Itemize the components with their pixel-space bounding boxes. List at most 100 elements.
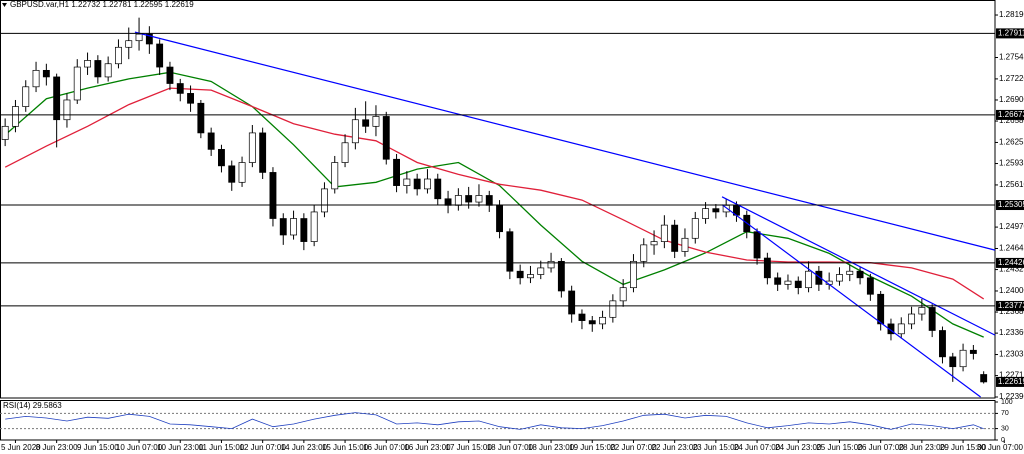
x-tick-label: 26 Jun 07:00 xyxy=(858,443,905,452)
candle-body xyxy=(908,313,916,325)
candle-body xyxy=(362,119,370,127)
candle-body xyxy=(516,270,524,279)
chart-title: GBPUSD.var,H1 1.22732 1.22781 1.22595 1.… xyxy=(10,0,194,9)
candle-body xyxy=(609,300,617,318)
x-tick-label: 30 Jun 07:00 xyxy=(977,443,1024,452)
level-label-box xyxy=(996,28,1024,39)
candle-body xyxy=(702,208,710,219)
rsi-tick-label: 100 xyxy=(1001,399,1013,406)
candle-body xyxy=(382,116,390,160)
candle-body xyxy=(53,76,61,121)
candle-body xyxy=(815,270,823,285)
y-tick-label: 1.23360 xyxy=(999,328,1024,337)
candle-body xyxy=(928,307,936,331)
candle-body xyxy=(434,178,442,200)
candle-body xyxy=(238,162,246,183)
candle-body xyxy=(63,99,71,121)
candle-body xyxy=(73,66,81,101)
rsi-tick-label: 70 xyxy=(1001,410,1009,417)
candle-body xyxy=(104,63,112,78)
level-label: 1.23773 xyxy=(998,301,1024,310)
candle-body xyxy=(619,287,627,302)
candle-body xyxy=(918,307,926,315)
candle-body xyxy=(897,323,905,335)
candle-body xyxy=(403,178,411,186)
candle-body xyxy=(331,162,339,190)
candle-body xyxy=(372,116,380,127)
x-tick-label: 10 Jun 23:00 xyxy=(157,443,204,452)
level-label-box xyxy=(996,257,1024,268)
x-tick-label: 23 Jun 15:00 xyxy=(693,443,740,452)
trendline xyxy=(134,31,996,251)
candle-body xyxy=(454,195,462,206)
candle-body xyxy=(228,165,236,183)
candle-body xyxy=(794,280,802,289)
y-tick-label: 1.24325 xyxy=(999,265,1024,274)
y-tick-label: 1.27545 xyxy=(999,53,1024,62)
candle-body xyxy=(32,69,40,88)
candle-body xyxy=(599,316,607,325)
candle-body xyxy=(650,241,658,246)
level-label: 1.26673 xyxy=(998,110,1024,119)
menu-arrow[interactable] xyxy=(2,3,7,7)
x-tick-label: 25 Jun 15:00 xyxy=(816,443,863,452)
candle-body xyxy=(805,270,813,289)
y-tick-label: 1.27220 xyxy=(999,74,1024,83)
x-tick-label: 28 Jun 23:00 xyxy=(899,443,946,452)
candle-body xyxy=(568,290,576,315)
candle-body xyxy=(774,277,782,285)
x-tick-label: 18 Jun 07:00 xyxy=(487,443,534,452)
trendline xyxy=(721,196,996,336)
candle-body xyxy=(939,330,946,358)
candle-body xyxy=(197,102,205,134)
candle-body xyxy=(300,218,308,242)
candle-body xyxy=(135,33,143,42)
candle-body xyxy=(557,260,565,292)
level-label: 1.24426 xyxy=(998,258,1024,267)
y-tick-label: 1.23035 xyxy=(999,350,1024,359)
x-tick-label: 16 Jun 07:00 xyxy=(363,443,410,452)
rsi-tick-label: 0 xyxy=(1001,437,1005,444)
rsi-tick-label: 30 xyxy=(1001,425,1009,432)
x-tick-label: 12 Jun 07:00 xyxy=(240,443,287,452)
level-label-box xyxy=(996,300,1024,311)
candle-body xyxy=(176,83,184,94)
candle-body xyxy=(836,274,843,282)
level-label-box xyxy=(996,109,1024,120)
y-tick-label: 1.25610 xyxy=(999,180,1024,189)
candle-body xyxy=(279,218,287,236)
candle-body xyxy=(660,224,668,242)
candle-body xyxy=(578,313,586,321)
x-tick-label: 10 Jun 07:00 xyxy=(116,443,163,452)
y-tick-label: 1.26580 xyxy=(999,116,1024,125)
candle-body xyxy=(115,46,122,65)
price-label: 1.22619 xyxy=(998,377,1024,386)
candle-body xyxy=(887,323,895,335)
candle-body xyxy=(763,257,771,279)
candle-body xyxy=(156,43,164,68)
candle-body xyxy=(207,132,215,150)
candle-body xyxy=(969,349,977,354)
y-tick-label: 1.26255 xyxy=(999,138,1024,147)
candle-body xyxy=(125,40,133,48)
x-tick-label: 22 Jun 23:00 xyxy=(652,443,699,452)
candle-body xyxy=(846,270,854,275)
level-label: 1.27911 xyxy=(998,29,1024,38)
x-tick-label: 8 Jun 23:00 xyxy=(36,443,78,452)
candle-body xyxy=(290,218,297,236)
y-tick-label: 1.28190 xyxy=(999,10,1024,19)
candle-body xyxy=(753,231,761,259)
y-tick-label: 1.23680 xyxy=(999,307,1024,316)
candle-body xyxy=(1,125,9,140)
candle-body xyxy=(877,293,885,325)
candle-body xyxy=(949,356,957,368)
candle-body xyxy=(259,132,267,173)
price-label-box xyxy=(996,376,1024,387)
candle-body xyxy=(84,60,91,68)
candle-body xyxy=(866,277,874,295)
candle-body xyxy=(248,132,256,163)
candle-body xyxy=(393,158,400,186)
x-tick-label: 17 Jun 15:00 xyxy=(446,443,493,452)
x-tick-label: 24 Jun 23:00 xyxy=(775,443,822,452)
